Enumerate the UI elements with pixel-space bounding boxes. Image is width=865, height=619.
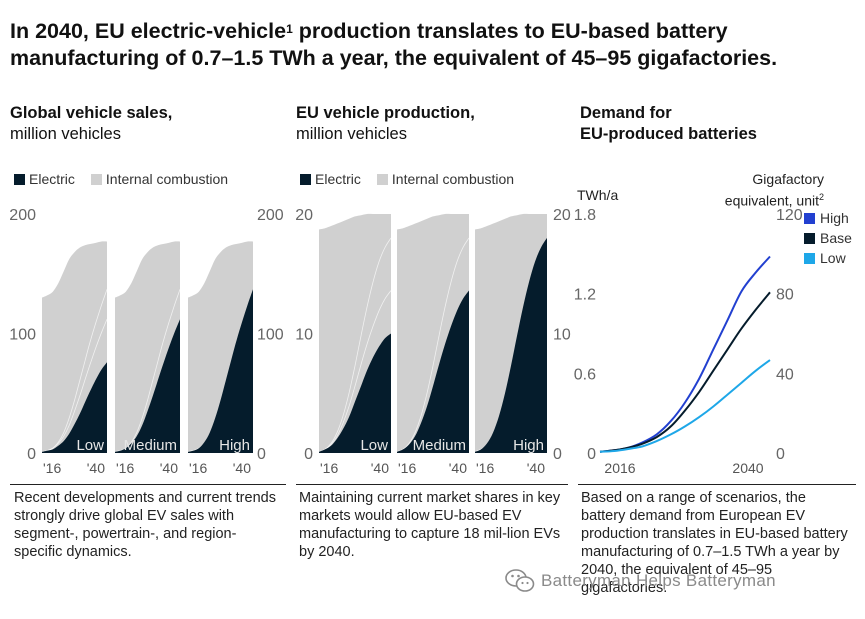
wechat-icon: [505, 569, 535, 592]
production-xtick-start: '16: [398, 460, 416, 476]
watermark: Batteryman Helps Batteryman: [505, 568, 776, 594]
production-ytick-right: 0: [553, 446, 562, 463]
production-ytick-left: 20: [295, 207, 313, 224]
production-ref-line-medium: [318, 290, 392, 453]
sales-legend: Electric Internal combustion: [14, 171, 228, 187]
sales-scenario-label-medium: Medium: [124, 437, 177, 454]
sales-electric-area-high: [188, 289, 253, 453]
production-footnote-rule: [296, 484, 568, 485]
right-axis-unit: Gigafactory equivalent, unit2: [724, 171, 824, 209]
chart-title: In 2040, EU electric-vehicle1 production…: [10, 19, 778, 70]
sales-ytick-left: 100: [9, 327, 36, 344]
demand-footnote-rule: [578, 484, 856, 485]
sales-ytick-right: 200: [257, 207, 284, 224]
sales-xtick-start: '16: [189, 460, 207, 476]
left-axis-unit: TWh/a: [577, 187, 619, 203]
demand-ytick-left: 1.8: [574, 207, 596, 224]
demand-legend-swatch-base: [804, 233, 815, 244]
sales-ytick-right: 100: [257, 327, 284, 344]
sales-panel-title: Global vehicle sales, million vehicles: [10, 104, 173, 143]
production-scenario-label-medium: Medium: [413, 437, 466, 454]
demand-ytick-left: 0.6: [574, 366, 596, 383]
production-xtick-end: '40: [371, 460, 389, 476]
production-legend: Electric Internal combustion: [300, 171, 514, 187]
demand-panel-title: Demand for EU-produced batteries: [580, 104, 757, 143]
demand-ytick-right: 120: [776, 207, 803, 224]
sales-xtick-end: '40: [160, 460, 178, 476]
demand-legend-swatch-low: [804, 253, 815, 264]
demand-ytick-right: 0: [776, 446, 785, 463]
legend-electric: Electric: [315, 171, 361, 187]
electric-swatch: [14, 173, 25, 185]
production-scenario-label-low: Low: [360, 437, 388, 454]
production-ytick-right: 20: [553, 207, 571, 224]
sales-electric-area-medium: [115, 319, 180, 453]
demand-xtick-start: 2016: [604, 460, 635, 476]
demand-ytick-right: 40: [776, 366, 794, 383]
sales-electric-area-low: [42, 362, 107, 453]
sales-ytick-right: 0: [257, 446, 266, 463]
production-xtick-end: '40: [527, 460, 545, 476]
production-electric-area-high: [475, 237, 547, 453]
sales-xtick-end: '40: [87, 460, 105, 476]
sales-footnote: Recent developments and current trends s…: [14, 490, 276, 560]
sales-chart: 0 0 100 100 200 200 Low '16 '40 Medium '16 '40 High '…: [9, 207, 284, 476]
production-electric-area-low: [319, 333, 391, 453]
ice-swatch: [90, 173, 102, 185]
production-chart: 0 0 10 10 20 20 Low '16 '40 Medium '16 '40 High '16 '4…: [295, 207, 571, 476]
legend-internal-combustion: Internal combustion: [391, 171, 515, 187]
production-xtick-end: '40: [449, 460, 467, 476]
ice-swatch: [376, 173, 388, 185]
production-ref-line-high: [318, 237, 392, 453]
production-panel-title: EU vehicle production, million vehicles: [296, 104, 475, 143]
sales-xtick-end: '40: [233, 460, 251, 476]
sales-xtick-start: '16: [116, 460, 134, 476]
demand-footnote: Based on a range of scenarios, the batte…: [581, 490, 848, 596]
sales-ytick-left: 200: [9, 207, 36, 224]
demand-chart: 0 0.6 1.2 1.8 0 40 80 120 2016 2040 High Base Low: [574, 207, 852, 476]
sales-scenario-label-high: High: [219, 437, 250, 454]
sales-footnote-rule: [10, 484, 286, 485]
sales-ytick-left: 0: [27, 446, 36, 463]
sales-ref-line-high: [41, 289, 108, 453]
production-xtick-start: '16: [476, 460, 494, 476]
legend-electric: Electric: [29, 171, 75, 187]
demand-line-base: [599, 291, 771, 453]
demand-legend-low: Low: [820, 250, 847, 266]
production-scenario-label-high: High: [513, 437, 544, 454]
demand-ytick-left: 0: [587, 446, 596, 463]
electric-swatch: [300, 173, 311, 185]
production-ytick-left: 0: [304, 446, 313, 463]
demand-ytick-left: 1.2: [574, 287, 596, 304]
production-xtick-start: '16: [320, 460, 338, 476]
demand-line-low: [599, 359, 771, 453]
demand-line-high: [599, 255, 771, 453]
production-ref-line-high: [396, 237, 470, 453]
demand-xtick-end: 2040: [732, 460, 763, 476]
demand-legend-swatch-high: [804, 213, 815, 224]
production-electric-area-medium: [397, 290, 469, 453]
production-ytick-right: 10: [553, 327, 571, 344]
production-ytick-left: 10: [295, 327, 313, 344]
sales-scenario-label-low: Low: [76, 437, 104, 454]
demand-legend-base: Base: [820, 230, 852, 246]
demand-legend-high: High: [820, 210, 849, 226]
production-footnote: Maintaining current market shares in key…: [299, 490, 561, 560]
sales-xtick-start: '16: [43, 460, 61, 476]
legend-internal-combustion: Internal combustion: [105, 171, 229, 187]
demand-ytick-right: 80: [776, 287, 794, 304]
